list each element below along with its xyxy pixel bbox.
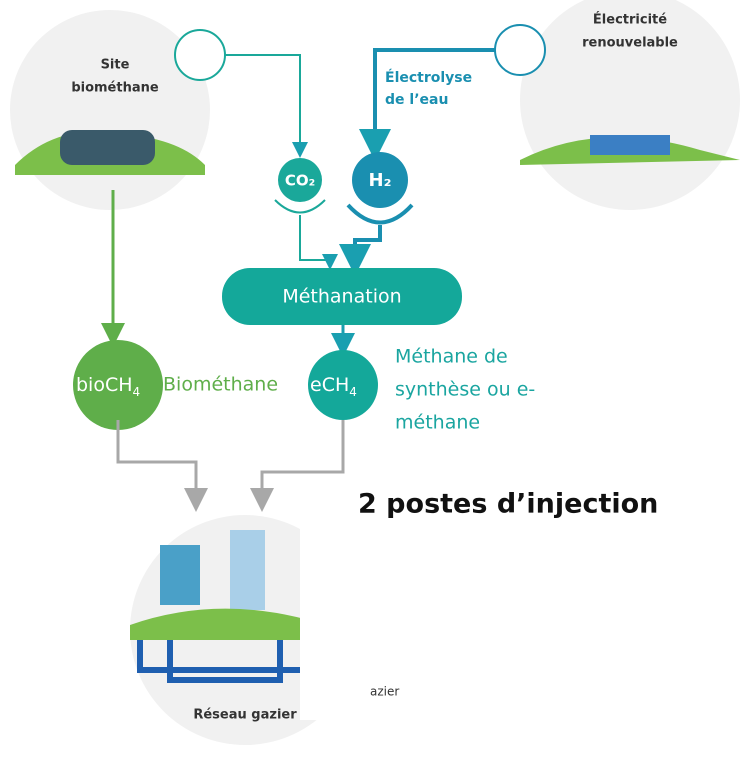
biomethane-label: Biométhane — [163, 374, 278, 396]
methanation-label: Méthanation — [282, 286, 401, 308]
electrolysis-icon — [494, 24, 546, 76]
site-label: Site — [101, 58, 130, 73]
h2-circle — [352, 152, 408, 208]
biomethane-symbol-text: bioCH — [76, 374, 133, 396]
solar-panels — [590, 135, 670, 155]
arrow — [116, 420, 208, 512]
co2-arc — [274, 199, 326, 214]
emethane-label: Méthane de — [395, 346, 508, 368]
network-building — [160, 545, 200, 605]
site-building — [60, 130, 155, 165]
emethane-sub: 4 — [349, 385, 357, 399]
electricity-label: Électricité — [593, 12, 667, 28]
biomethane-circle — [73, 340, 163, 430]
biomethane-sub: 4 — [133, 385, 141, 399]
network-hill — [130, 608, 340, 640]
emethane-symbol-text: eCH — [310, 374, 349, 396]
ghost-overlay — [300, 500, 450, 720]
arrow — [339, 225, 382, 276]
emethane-circle — [308, 350, 378, 420]
site-label: biométhane — [71, 81, 159, 96]
network-building — [230, 530, 265, 610]
injection-title: 2 postes d’injection — [358, 489, 658, 520]
emethane-label: synthèse ou e- — [395, 379, 535, 401]
h2-label: H₂ — [369, 170, 392, 191]
biomethane-symbol: bioCH4 — [76, 374, 140, 399]
electricity-label: renouvelable — [582, 36, 678, 51]
h2-arc — [346, 203, 414, 225]
electrolysis-label: de l’eau — [385, 92, 448, 108]
network-fragment: azier — [370, 685, 399, 699]
methanation-box — [222, 268, 462, 325]
co2-label: CO₂ — [285, 172, 315, 190]
electricity-circle — [520, 0, 740, 210]
arrow — [299, 215, 338, 270]
emethane-symbol: eCH4 — [310, 374, 357, 399]
co2-circle — [278, 158, 322, 202]
network-label: Réseau gazier — [193, 708, 297, 723]
arrow — [359, 48, 495, 161]
arrow — [250, 420, 345, 512]
arrow — [225, 54, 308, 158]
electrolysis-label: Électrolyse — [385, 69, 472, 86]
emethane-label: méthane — [395, 412, 480, 434]
co2-source-icon — [174, 29, 226, 81]
